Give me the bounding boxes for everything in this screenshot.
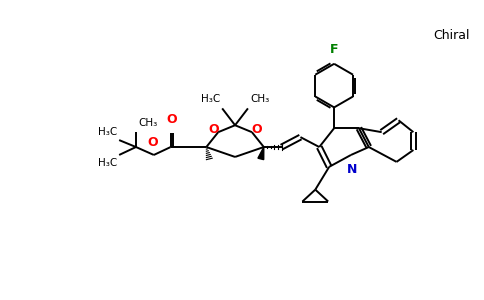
Text: F: F bbox=[330, 43, 338, 56]
Text: CH₃: CH₃ bbox=[250, 94, 269, 104]
Text: N: N bbox=[347, 163, 357, 176]
Text: CH₃: CH₃ bbox=[138, 118, 157, 128]
Text: H₃C: H₃C bbox=[98, 127, 117, 137]
Text: O: O bbox=[148, 136, 158, 149]
Text: H₃C: H₃C bbox=[98, 158, 117, 168]
Polygon shape bbox=[258, 147, 264, 160]
Text: O: O bbox=[166, 113, 177, 126]
Text: Chiral: Chiral bbox=[433, 29, 469, 42]
Text: H₃C: H₃C bbox=[201, 94, 220, 104]
Text: O: O bbox=[252, 123, 262, 136]
Text: O: O bbox=[208, 123, 219, 136]
